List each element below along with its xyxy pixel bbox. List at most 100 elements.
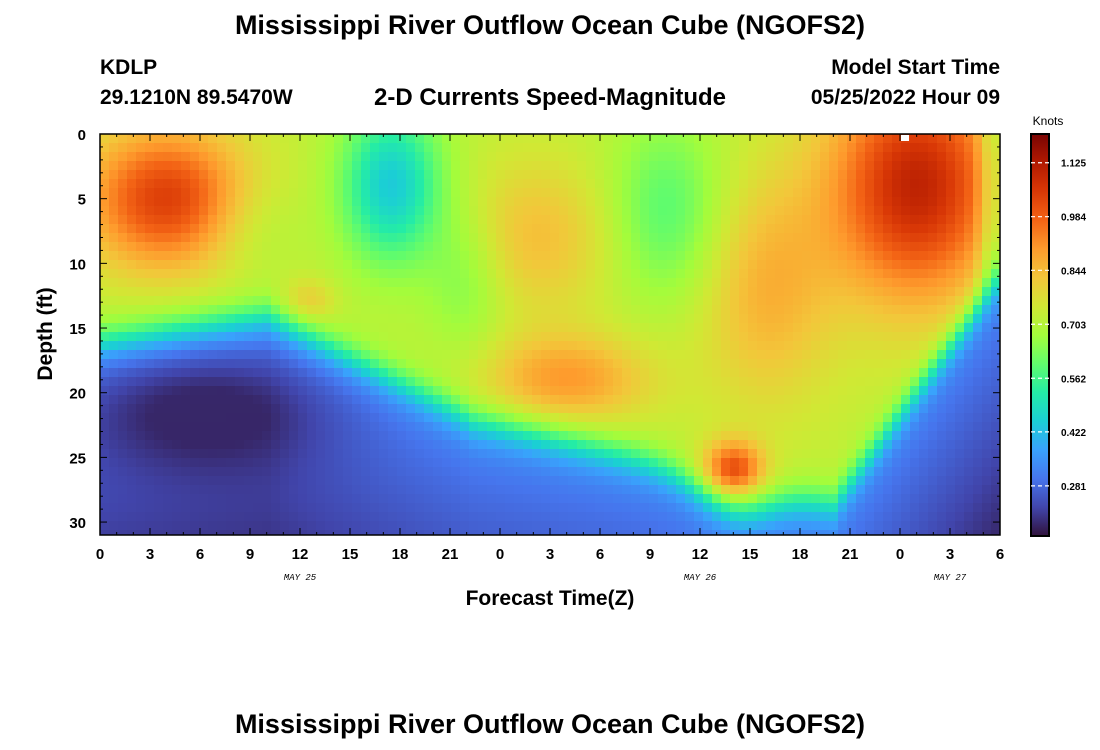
heat-cell [676,494,686,504]
heat-cell [424,143,434,153]
heat-cell [298,521,308,531]
heat-cell [577,314,587,324]
heat-cell [145,368,155,378]
heat-cell [109,179,119,189]
heat-cell [208,143,218,153]
heat-cell [217,143,227,153]
heat-cell [199,476,209,486]
heat-cell [811,251,821,261]
heat-cell [298,260,308,270]
heat-cell [352,503,362,513]
heat-cell [739,485,749,495]
heat-cell [757,314,767,324]
heat-cell [415,188,425,198]
heat-cell [829,368,839,378]
heat-cell [316,485,326,495]
heat-cell [928,512,938,522]
heat-cell [559,449,569,459]
heat-cell [289,332,299,342]
heat-cell [244,224,254,234]
heat-cell [235,494,245,504]
heat-cell [820,251,830,261]
heat-cell [163,503,173,513]
heat-cell [244,449,254,459]
heat-cell [127,296,137,306]
heat-cell [280,404,290,414]
heat-cell [406,134,416,144]
heat-cell [838,458,848,468]
heat-cell [127,440,137,450]
heat-cell [964,269,974,279]
heat-cell [460,269,470,279]
heat-cell [127,521,137,531]
heat-cell [595,233,605,243]
heat-cell [604,134,614,135]
heat-cell [460,359,470,369]
heat-cell [352,377,362,387]
heat-cell [181,197,191,207]
heat-cell [667,314,677,324]
heat-cell [964,368,974,378]
heat-cell [793,395,803,405]
heat-cell [208,476,218,486]
heat-cell [451,404,461,414]
heat-cell [595,260,605,270]
heat-cell [856,287,866,297]
heat-cell [190,377,200,387]
heat-cell [946,260,956,270]
heat-cell [163,161,173,171]
heat-cell [100,161,110,171]
heat-cell [982,278,992,288]
heat-cell [631,206,641,216]
heat-cell [784,476,794,486]
heat-cell [604,323,614,333]
heat-cell [631,395,641,405]
heat-cell [496,251,506,261]
heat-cell [136,440,146,450]
heat-cell [685,512,695,522]
heat-cell [622,359,632,369]
heat-cell [874,449,884,459]
heat-cell [748,458,758,468]
heat-cell [280,332,290,342]
heat-cell [370,404,380,414]
heat-cell [811,359,821,369]
heat-cell [172,440,182,450]
heat-cell [478,413,488,423]
heat-cell [388,350,398,360]
heat-cell [766,332,776,342]
heat-cell [838,197,848,207]
heat-cell [181,512,191,522]
heat-cell [505,296,515,306]
heat-cell [496,368,506,378]
heat-cell [541,242,551,252]
heat-cell [532,287,542,297]
heat-cell [766,134,776,135]
heat-cell [100,188,110,198]
heat-cell [1000,170,1010,180]
heat-cell [739,341,749,351]
heat-cell [514,134,524,135]
heat-cell [154,161,164,171]
heat-cell [199,332,209,342]
heat-cell [793,296,803,306]
heat-cell [919,332,929,342]
heat-cell [532,377,542,387]
heat-cell [667,521,677,531]
heat-cell [919,287,929,297]
heat-cell [361,188,371,198]
heat-cell [901,170,911,180]
heat-cell [658,179,668,189]
heat-cell [991,242,1000,252]
heat-cell [613,386,623,396]
heat-cell [334,179,344,189]
heat-cell [181,215,191,225]
heat-cell [415,539,425,549]
heat-cell [154,476,164,486]
heat-cell [100,503,101,513]
heat-cell [172,485,182,495]
heat-cell [775,206,785,216]
heat-cell [433,251,443,261]
heat-cell [613,521,623,531]
heat-cell [370,458,380,468]
